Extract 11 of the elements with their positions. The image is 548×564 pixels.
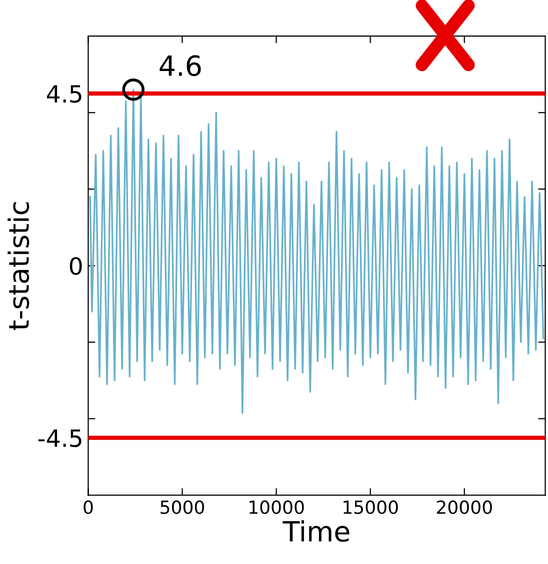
x-axis-title: Time	[282, 520, 350, 542]
y-tick-label: -4.5	[38, 430, 82, 448]
x-tick-label: 10000	[250, 500, 304, 514]
annotation: 4.6	[160, 55, 201, 76]
y-tick-label: 4.5	[46, 85, 82, 103]
y-axis-title: t-statistic	[8, 202, 30, 330]
x-tick-label: 5000	[160, 500, 204, 514]
y-tick-label: 0	[70, 257, 82, 275]
x-tick-label: 20000	[436, 500, 492, 514]
x-tick-label: 15000	[344, 500, 398, 514]
x-tick-label: 0	[84, 500, 93, 514]
